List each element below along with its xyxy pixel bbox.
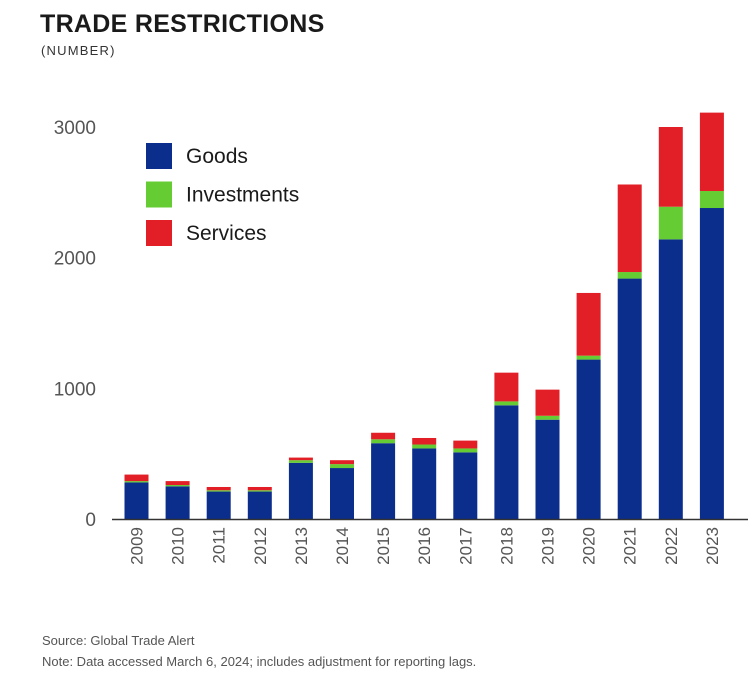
bar-segment-goods [699,208,724,519]
bar-segment-investments [658,206,683,240]
data-note: Note: Data accessed March 6, 2024; inclu… [42,654,477,669]
bar-segment-investments [371,439,396,444]
bar-segment-goods [206,491,231,519]
x-tick-label: 2009 [128,527,147,565]
bar-segment-services [494,372,519,402]
y-tick-label: 0 [85,510,96,531]
chart-subtitle: (NUMBER) [41,43,116,58]
bar-segment-services [576,292,601,356]
x-tick-label: 2016 [415,527,434,565]
x-tick-label: 2012 [251,527,270,565]
bar-segment-investments [453,448,478,453]
legend-swatch-goods [146,143,172,169]
bar-segment-investments [206,490,231,492]
bar-segment-investments [247,490,272,492]
bar-segment-investments [288,460,313,463]
bar-segment-services [288,457,313,461]
chart-title: TRADE RESTRICTIONS [40,10,325,38]
bar-segment-services [699,112,724,192]
bar-segment-services [453,440,478,449]
bar-segment-goods [124,482,149,519]
bar-segment-services [535,389,560,416]
x-tick-label: 2021 [621,527,640,565]
bar-segment-goods [576,359,601,519]
bar-segment-services [658,127,683,207]
legend-label-services: Services [186,222,267,245]
x-tick-label: 2013 [292,527,311,565]
x-tick-label: 2015 [374,527,393,565]
bar-segment-services [206,486,231,491]
bar-segment-goods [617,278,642,519]
bar-segment-investments [165,485,190,487]
bar-segment-investments [617,272,642,279]
bar-segment-services [124,474,149,482]
bar-segment-goods [412,448,437,519]
bar-segment-goods [371,443,396,519]
bar-segment-investments [576,355,601,360]
bar-segment-goods [247,491,272,519]
bar-segment-goods [535,419,560,519]
bar-segment-goods [330,468,354,519]
legend-swatch-services [146,220,172,246]
x-tick-label: 2018 [497,527,516,565]
bar-segment-investments [699,191,724,209]
legend-label-investments: Investments [186,184,299,207]
bar-segment-investments [535,415,560,420]
x-tick-label: 2019 [539,527,558,565]
y-tick-label: 1000 [54,379,96,400]
bar-segment-goods [288,462,313,519]
bar-segment-goods [453,452,478,519]
x-tick-label: 2017 [456,527,475,565]
x-tick-label: 2011 [210,527,229,564]
bar-segment-services [330,460,354,465]
legend-swatch-investments [146,181,172,208]
x-tick-label: 2014 [333,527,352,565]
bar-segment-goods [494,405,519,519]
bar-segment-goods [658,239,683,519]
bar-segment-investments [124,481,149,483]
bar-segment-services [247,486,272,491]
bar-segment-investments [330,464,354,469]
legend-label-goods: Goods [186,145,248,168]
bar-segment-goods [165,486,190,519]
bar-segment-investments [412,444,437,449]
source-note: Source: Global Trade Alert [42,633,195,648]
bar-segment-services [617,184,642,273]
y-tick-label: 2000 [54,249,96,270]
bar-segment-investments [494,401,519,406]
x-tick-label: 2010 [169,527,188,565]
x-tick-label: 2023 [703,527,722,565]
x-tick-label: 2020 [580,527,599,565]
bar-segment-services [371,432,396,440]
bar-segment-services [165,481,190,486]
bar-segment-services [412,437,437,445]
y-tick-label: 3000 [54,118,96,139]
x-tick-label: 2022 [662,527,681,565]
